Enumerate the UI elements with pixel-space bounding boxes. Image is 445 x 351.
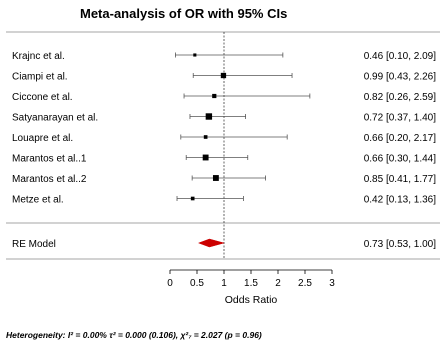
x-tick-label: 0.5 <box>190 278 204 289</box>
study-row: Metze et al. 0.42 [0.13, 1.36] <box>12 195 436 206</box>
study-label: Ciampi et al. <box>12 72 68 83</box>
summary-ci-text: 0.73 [0.53, 1.00] <box>364 239 437 250</box>
x-tick-label: 1 <box>221 278 227 289</box>
study-point <box>202 154 209 161</box>
study-point <box>190 196 195 201</box>
study-ci-text: 0.99 [0.43, 2.26] <box>364 72 437 83</box>
x-tick-label: 3 <box>329 278 335 289</box>
study-point <box>212 175 219 181</box>
study-point <box>193 53 197 57</box>
study-row: Ciampi et al. 0.99 [0.43, 2.26] <box>12 72 436 83</box>
study-row: Satyanarayan et al. 0.72 [0.37, 1.40] <box>12 113 436 124</box>
study-label: Marantos et al..1 <box>12 154 87 165</box>
study-ci-text: 0.72 [0.37, 1.40] <box>364 113 437 124</box>
study-point <box>220 72 227 79</box>
study-row: Krajnc et al. 0.46 [0.10, 2.09] <box>12 51 436 62</box>
study-label: Krajnc et al. <box>12 51 65 62</box>
x-tick-label: 2 <box>275 278 281 289</box>
summary-row: RE Model 0.73 [0.53, 1.00] <box>12 238 437 250</box>
study-ci-text: 0.85 [0.41, 1.77] <box>364 174 437 185</box>
x-tick-label: 1.5 <box>244 278 258 289</box>
study-label: Metze et al. <box>12 195 64 206</box>
x-axis-label: Odds Ratio <box>225 294 278 306</box>
study-ci-text: 0.66 [0.30, 1.44] <box>364 154 437 165</box>
study-point <box>212 93 217 99</box>
study-ci-text: 0.42 [0.13, 1.36] <box>364 195 437 206</box>
x-tick-label: 0 <box>167 278 173 289</box>
study-label: Ciccone et al. <box>12 92 73 103</box>
study-ci-text: 0.82 [0.26, 2.59] <box>364 92 437 103</box>
chart-title: Meta-analysis of OR with 95% CIs <box>80 6 288 21</box>
study-label: Louapre et al. <box>12 133 73 144</box>
study-ci-text: 0.66 [0.20, 2.17] <box>364 133 437 144</box>
study-row: Marantos et al..2 0.85 [0.41, 1.77] <box>12 174 436 185</box>
summary-label: RE Model <box>12 239 56 250</box>
study-label: Marantos et al..2 <box>12 174 87 185</box>
study-row: Marantos et al..1 0.66 [0.30, 1.44] <box>12 154 436 165</box>
study-row: Louapre et al. 0.66 [0.20, 2.17] <box>12 133 436 144</box>
study-point <box>205 113 213 120</box>
study-ci-text: 0.46 [0.10, 2.09] <box>364 51 437 62</box>
study-label: Satyanarayan et al. <box>12 113 98 124</box>
study-point <box>203 135 208 139</box>
x-tick-label: 2.5 <box>298 278 312 289</box>
summary-diamond <box>197 238 225 248</box>
heterogeneity-note: Heterogeneity: I² = 0.00% τ² = 0.000 (0.… <box>6 330 262 340</box>
study-row: Ciccone et al. 0.82 [0.26, 2.59] <box>12 92 436 103</box>
